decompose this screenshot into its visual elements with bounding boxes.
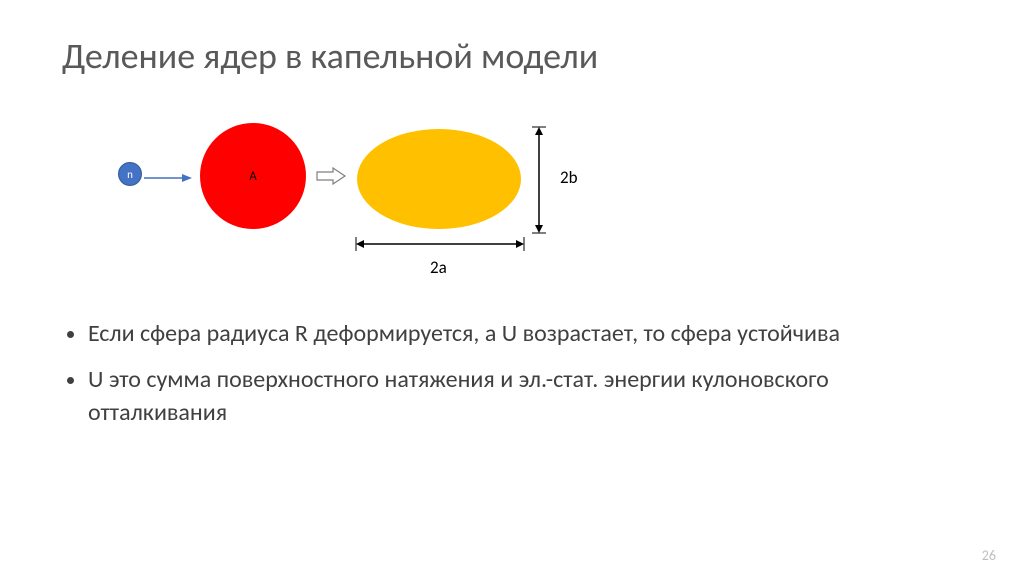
dimension-2a-label: 2a [430, 257, 447, 278]
arrow-block-icon [315, 167, 347, 185]
dimension-2b-line [532, 125, 552, 240]
neutron-circle: n [118, 162, 142, 186]
nucleus-label: A [249, 169, 257, 184]
bullet-item: Если сфера радиуса R деформируется, а U … [88, 318, 962, 350]
bullet-item: U это сумма поверхностного натяжения и э… [88, 364, 962, 429]
page-number: 26 [982, 547, 996, 564]
neutron-label: n [127, 168, 133, 181]
arrow-neutron-to-sphere [144, 173, 192, 175]
dimension-2b-label: 2b [560, 167, 578, 188]
slide-title: Деление ядер в капельной модели [62, 34, 598, 78]
nucleus-sphere: A [200, 123, 306, 229]
diagram: n A 2b 2a [100, 115, 620, 305]
deformed-nucleus-ellipse [357, 129, 521, 229]
bullet-list: Если сфера радиуса R деформируется, а U … [62, 318, 962, 443]
